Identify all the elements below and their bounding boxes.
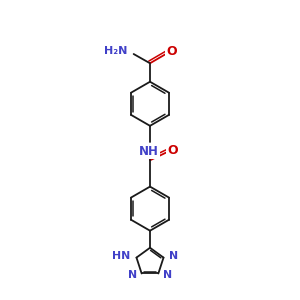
Text: N: N — [163, 270, 172, 280]
Text: N: N — [128, 270, 137, 280]
Text: N: N — [169, 251, 178, 261]
Text: O: O — [167, 143, 178, 157]
Text: O: O — [167, 45, 177, 58]
Text: H₂N: H₂N — [104, 46, 127, 56]
Text: NH: NH — [139, 146, 158, 158]
Text: HN: HN — [112, 251, 130, 261]
